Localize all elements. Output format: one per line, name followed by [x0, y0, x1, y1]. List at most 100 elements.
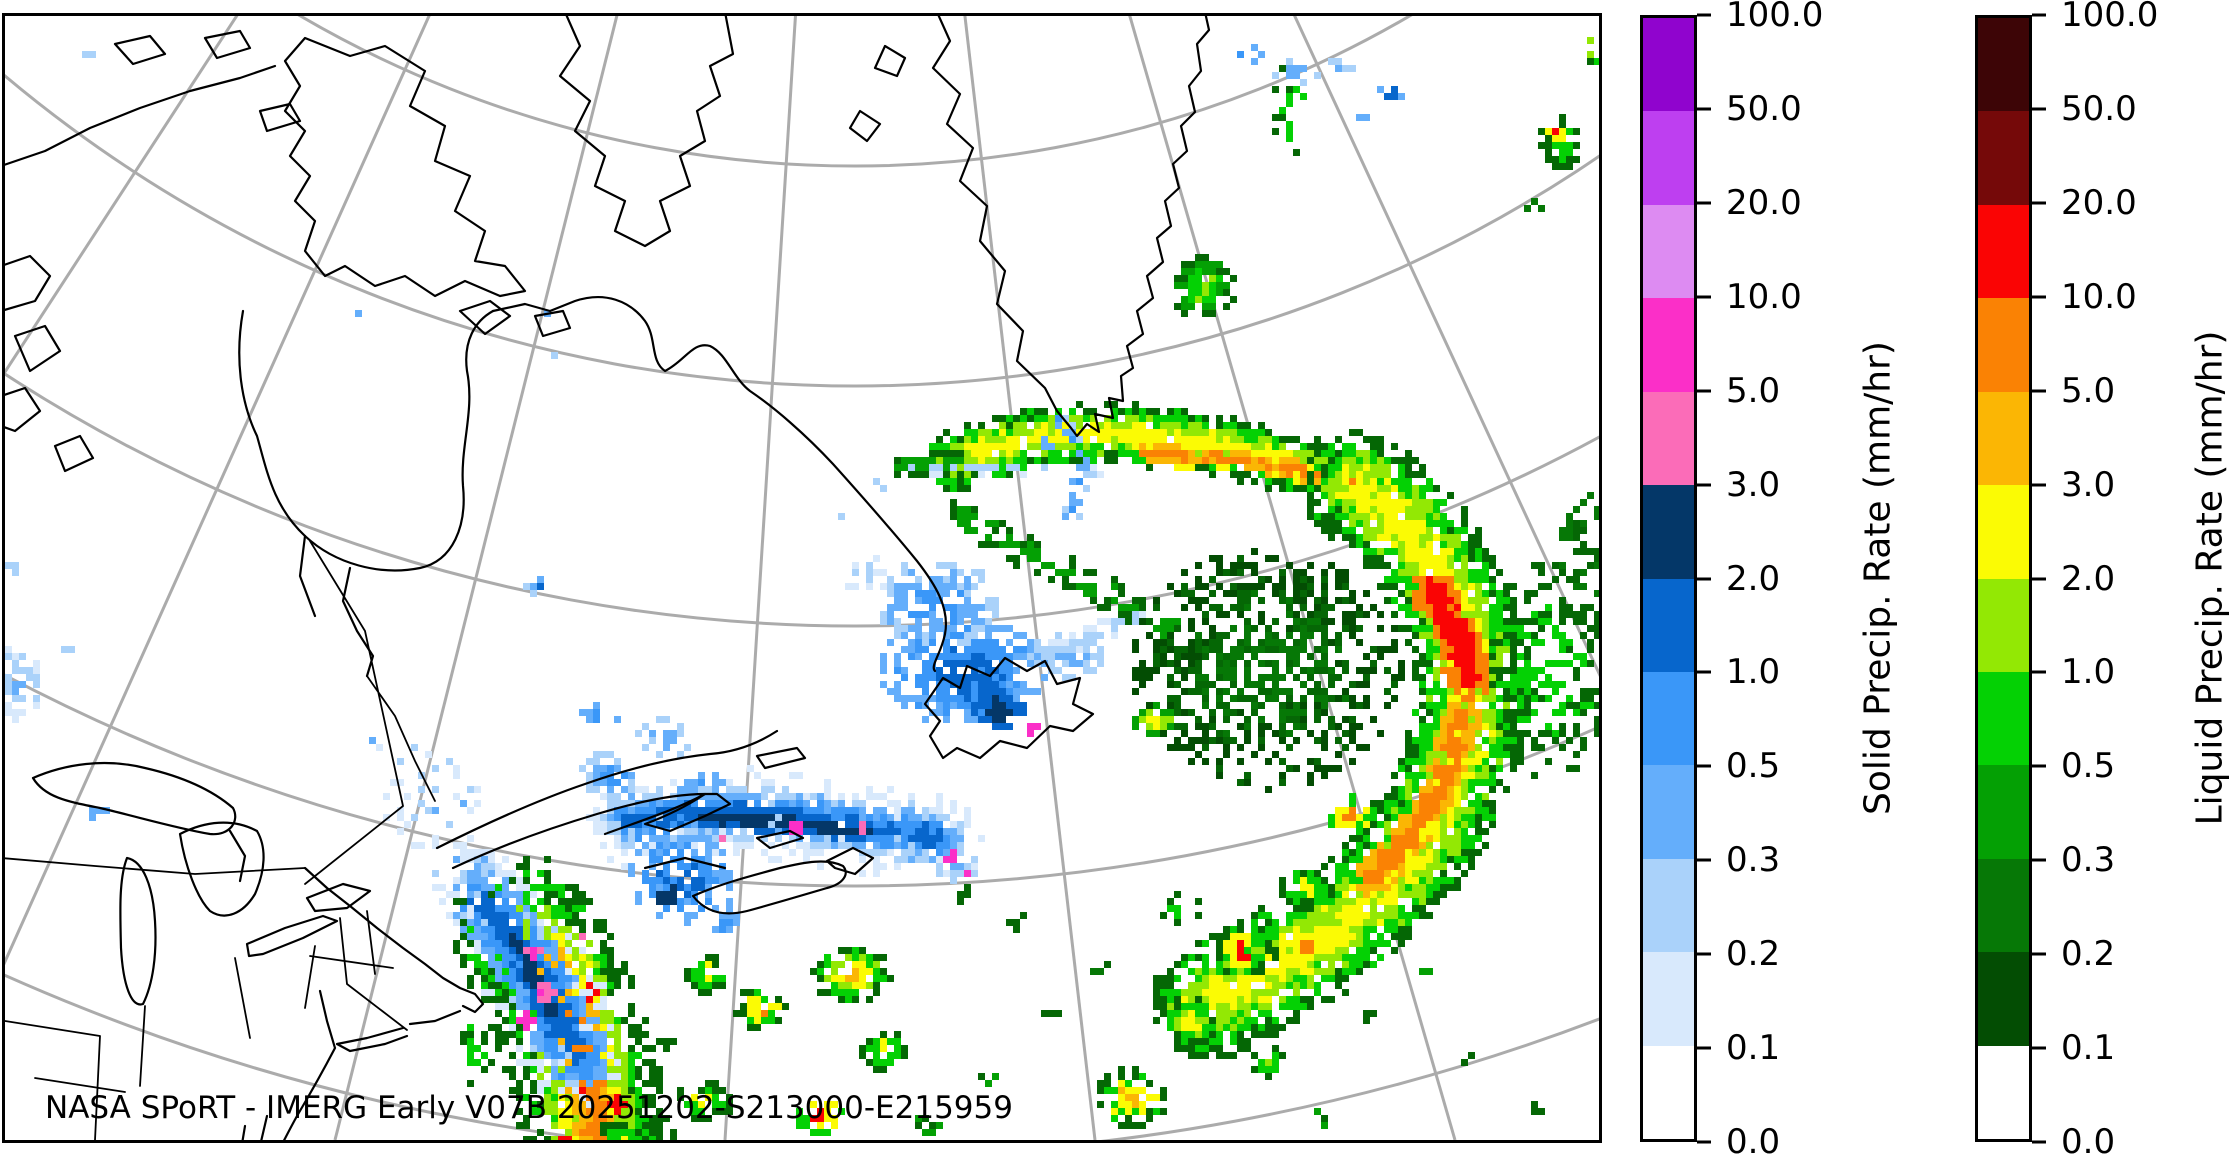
coast-hudson-bay — [238, 309, 495, 572]
axis-label-solid: Solid Precip. Rate (mm/hr) — [1857, 341, 1899, 815]
colorbar-solid-tick — [1697, 952, 1711, 956]
coast-hudson-strait — [491, 296, 948, 673]
colorbar-liquid-segment — [1978, 391, 2029, 486]
colorbar-liquid-segment — [1978, 858, 2029, 953]
coast-gaspe — [643, 792, 732, 833]
colorbar-solid-tick-label: 0.3 — [1726, 840, 1781, 881]
colorbar-liquid-segment — [1978, 1045, 2029, 1140]
colorbar-liquid-tick-label: 0.0 — [2061, 1122, 2116, 1162]
colorbar-liquid-tick — [2032, 858, 2046, 862]
coast-greenland — [931, 16, 1211, 438]
graticule — [5, 16, 1599, 1140]
axis-label-liquid: Liquid Precip. Rate (mm/hr) — [2189, 330, 2231, 826]
colorbar-solid-tick-label: 0.2 — [1726, 934, 1781, 975]
border-us-canada — [5, 857, 306, 875]
colorbar-solid-tick-label: 10.0 — [1726, 276, 1802, 317]
colorbar-solid-tick-label: 5.0 — [1726, 370, 1781, 411]
coast-pei — [755, 829, 805, 850]
colorbar-liquid-tick — [2032, 13, 2046, 17]
coast-nova-scotia — [691, 846, 875, 915]
colorbar-solid-tick — [1697, 201, 1711, 205]
colorbar-liquid-tick-label: 3.0 — [2061, 464, 2116, 505]
coast-lake-superior — [31, 761, 237, 836]
colorbar-solid-segment — [1643, 485, 1694, 579]
colorbar-liquid-segment — [1978, 111, 2029, 205]
annotation-label: NASA SPoRT - IMERG Early V07B 20251202-S… — [45, 1090, 1013, 1126]
colorbar-liquid-segment — [1978, 765, 2029, 859]
colorbar-solid-tick — [1697, 670, 1711, 674]
coast-lake-huron — [178, 821, 265, 917]
colorbar-solid-tick-label: 100.0 — [1726, 0, 1824, 35]
border-quebec — [304, 540, 436, 885]
coast-greenland-islands — [848, 44, 907, 143]
graticule-parallel — [298, 16, 1412, 168]
coast-st-lawrence-south — [451, 792, 707, 870]
colorbar-liquid-segment — [1978, 204, 2029, 299]
colorbar-solid-tick-label: 20.0 — [1726, 182, 1802, 223]
colorbar-solid-tick-label: 3.0 — [1726, 464, 1781, 505]
colorbar-solid-tick-label: 50.0 — [1726, 88, 1802, 129]
colorbar-solid-segment — [1643, 1045, 1694, 1140]
colorbar-liquid-tick — [2032, 952, 2046, 956]
colorbar-liquid-tick-label: 0.3 — [2061, 840, 2116, 881]
colorbar-liquid-tick-label: 1.0 — [2061, 652, 2116, 693]
colorbar-solid-segment — [1643, 858, 1694, 953]
graticule-meridian — [5, 16, 431, 966]
graticule-meridian — [333, 16, 619, 1140]
coast-st-lawrence-north — [435, 729, 779, 850]
graticule-meridian — [963, 16, 1097, 1140]
colorbar-solid-segment — [1643, 18, 1694, 112]
colorbar-solid-tick — [1697, 483, 1711, 487]
colorbar-solid: 0.0 0.1 0.2 0.3 0.5 1.0 2.0 3.0 5.0 10.0 20.0 50.0 1… — [1640, 0, 1823, 1162]
colorbar-liquid-tick — [2032, 389, 2046, 393]
coast-archipelago-nw — [5, 29, 302, 473]
colorbar-liquid-tick-label: 100.0 — [2061, 0, 2159, 35]
graticule-meridian — [5, 16, 239, 375]
colorbar-liquid-tick-label: 0.5 — [2061, 746, 2116, 787]
colorbar-solid-segment — [1643, 671, 1694, 766]
colorbar-solid-tick — [1697, 1046, 1711, 1050]
colorbar-liquid-tick-label: 2.0 — [2061, 558, 2116, 599]
colorbar-solid-tick-label: 0.5 — [1726, 746, 1781, 787]
colorbar-solid-tick — [1697, 107, 1711, 111]
colorbar-liquid-segment — [1978, 485, 2029, 579]
colorbar-liquid-segment — [1978, 671, 2029, 766]
colorbar-liquid-segment — [1978, 578, 2029, 672]
border-midwest-states — [5, 957, 251, 1140]
colorbar-solid-segment — [1643, 204, 1694, 299]
colorbar-solid-tick — [1697, 577, 1711, 580]
colorbar-liquid-segment — [1978, 298, 2029, 392]
colorbar-liquid-tick — [2032, 1140, 2046, 1144]
graticule-meridian — [1293, 16, 1599, 677]
coast-newfoundland — [923, 656, 1095, 760]
colorbar-liquid-tick-label: 0.1 — [2061, 1028, 2116, 1069]
colorbar-liquid-tick — [2032, 577, 2046, 580]
coast-foxe — [558, 16, 735, 248]
colorbar-liquid-segment — [1978, 952, 2029, 1046]
colorbar-liquid-tick — [2032, 201, 2046, 205]
colorbar-liquid-tick-label: 50.0 — [2061, 88, 2137, 129]
colorbar-solid-segment — [1643, 391, 1694, 486]
colorbar-liquid-tick — [2032, 764, 2046, 768]
colorbar-solid-tick — [1697, 764, 1711, 768]
border-new-england-states — [304, 910, 408, 1031]
coast-new-england — [241, 866, 485, 1140]
colorbar-solid-tick-label: 2.0 — [1726, 558, 1781, 599]
graticule-parallel — [5, 371, 1599, 628]
coast-baffin — [283, 36, 527, 298]
colorbar-liquid-tick — [2032, 295, 2046, 299]
colorbar-liquid-segment — [1978, 18, 2029, 112]
coastline-layer — [5, 16, 1211, 1140]
colorbar-liquid: 0.0 0.1 0.2 0.3 0.5 1.0 2.0 3.0 5.0 10.0 20.0 50.0 1… — [1975, 0, 2158, 1162]
colorbar-liquid-tick-label: 5.0 — [2061, 370, 2116, 411]
coast-anticosti — [755, 746, 807, 770]
colorbar-liquid-bar — [1975, 15, 2032, 1142]
colorbar-solid-tick — [1697, 13, 1711, 17]
colorbar-liquid-tick — [2032, 107, 2046, 111]
colorbar-solid-tick-label: 0.1 — [1726, 1028, 1781, 1069]
colorbar-liquid-tick — [2032, 670, 2046, 674]
colorbar-solid-tick — [1697, 1140, 1711, 1144]
coast-lake-erie — [245, 914, 339, 958]
colorbar-solid-tick — [1697, 295, 1711, 299]
